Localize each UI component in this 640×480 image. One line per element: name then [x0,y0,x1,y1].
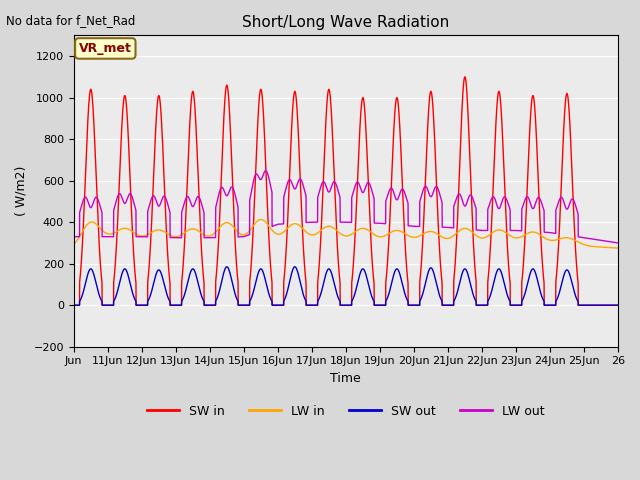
LW in [614,245,622,251]
SW in [257,87,265,93]
LW out [105,234,113,240]
Legend: SW in, LW in, SW out, LW out: SW in, LW in, SW out, LW out [143,400,549,423]
Y-axis label: ( W/m2): ( W/m2) [15,166,28,216]
SW out [257,266,265,272]
LW in [308,232,316,238]
SW in [513,302,520,308]
Line: LW out: LW out [74,170,618,243]
LW out [308,219,316,225]
LW out [614,240,622,246]
LW in [84,221,92,227]
LW in [105,231,113,237]
SW out [614,302,622,308]
LW out [513,228,520,233]
SW in [70,302,77,308]
SW in [105,302,113,308]
SW in [308,302,316,308]
Line: SW out: SW out [74,267,618,305]
SW in [84,126,92,132]
Line: SW in: SW in [74,77,618,305]
SW out [308,302,316,308]
X-axis label: Time: Time [330,372,361,385]
Line: LW in: LW in [74,219,618,248]
LW out [70,234,77,240]
SW out [291,264,299,270]
SW in [614,302,622,308]
SW out [105,302,113,308]
LW in [70,241,77,247]
LW in [257,216,265,222]
Text: VR_met: VR_met [79,42,132,55]
LW out [257,177,265,182]
SW out [191,267,198,273]
LW in [191,226,198,232]
SW in [461,74,468,80]
LW out [84,197,92,203]
LW out [262,168,269,173]
Title: Short/Long Wave Radiation: Short/Long Wave Radiation [242,15,449,30]
Text: No data for f_Net_Rad: No data for f_Net_Rad [6,14,136,27]
LW out [191,202,198,207]
SW out [513,302,520,308]
SW in [191,97,198,103]
SW out [84,273,92,278]
LW in [513,235,520,241]
LW in [257,216,265,222]
SW out [70,302,77,308]
